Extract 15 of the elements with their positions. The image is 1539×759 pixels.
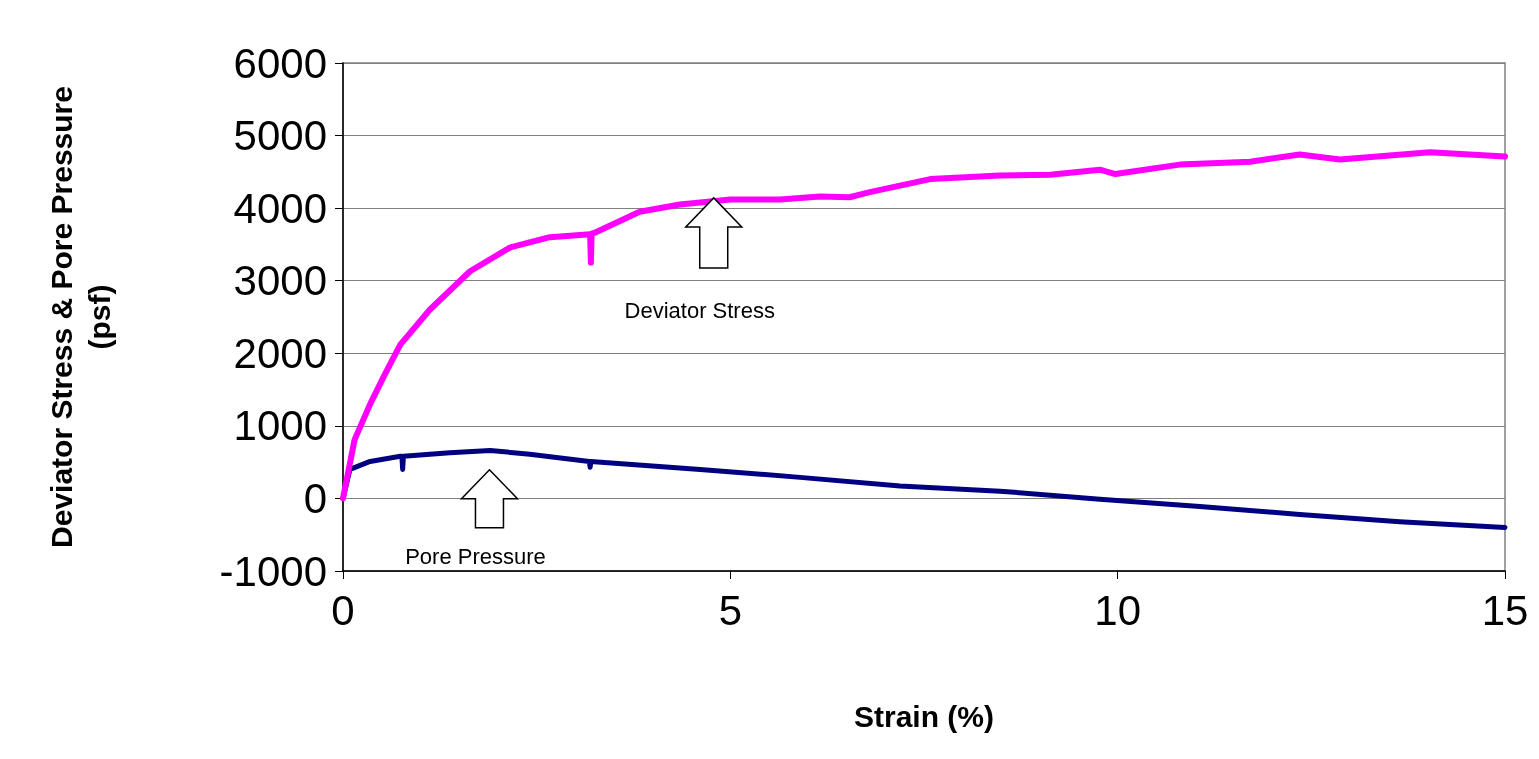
y-tick-label: 4000: [233, 184, 327, 232]
y-tick-label: -1000: [219, 547, 327, 595]
x-tick-label: 15: [1481, 586, 1529, 634]
y-axis-title: Deviator Stress & Pore Pressure (psf): [44, 86, 116, 548]
x-tick-label: 10: [1094, 586, 1142, 634]
y-tick-label: 1000: [233, 402, 327, 450]
annotation: Deviator Stress: [624, 297, 775, 323]
y-tick-label: 3000: [233, 257, 327, 305]
x-axis-title: Strain (%): [853, 699, 995, 733]
y-tick-label: 2000: [233, 329, 327, 377]
y-tick-label: 5000: [233, 112, 327, 160]
y-tick-label: 6000: [233, 39, 327, 87]
y-tick-label: 0: [303, 474, 327, 522]
x-tick-label: 5: [718, 586, 743, 634]
annotation: Pore Pressure: [405, 543, 546, 569]
